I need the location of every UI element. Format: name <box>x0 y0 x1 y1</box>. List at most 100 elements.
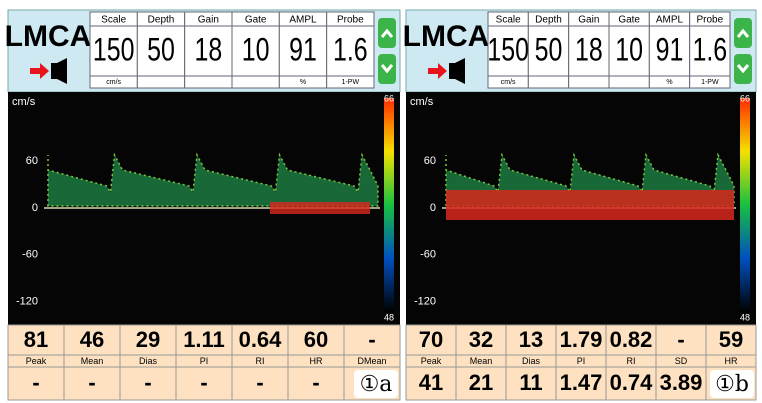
result-value: 0.74 <box>610 370 654 395</box>
param-unit: cm/s <box>501 79 516 86</box>
param-unit: cm/s <box>106 79 121 86</box>
result-value: 21 <box>469 370 493 395</box>
panel: LMCA Scale 150 cm/s Depth 50 Gain 18 Gate 10 AMPL 9… <box>5 9 401 401</box>
result-value: - <box>368 327 375 352</box>
panel: LMCA Scale 150 cm/s Depth 50 Gain 18 Gate 10 AMPL 9… <box>403 9 757 401</box>
result-value: 70 <box>419 327 443 352</box>
scroll-down-icon <box>736 64 750 74</box>
result-label: Mean <box>81 356 104 366</box>
axis-tick-label: -60 <box>22 249 38 261</box>
result-value: - <box>32 370 39 395</box>
param-cell <box>326 11 375 89</box>
table-cell <box>287 324 345 356</box>
param-value: 150 <box>93 33 135 69</box>
table-cell <box>7 366 65 401</box>
table-cell <box>405 366 457 401</box>
param-unit: 1-PW <box>342 79 360 86</box>
arrow-icon <box>30 63 49 79</box>
scroll-up-icon <box>380 28 394 38</box>
tag-bg <box>354 370 398 398</box>
result-value: - <box>312 370 319 395</box>
param-name: Gain <box>198 15 219 26</box>
result-label: Peak <box>421 356 442 366</box>
result-label: HR <box>310 356 323 366</box>
result-value: 29 <box>136 327 160 352</box>
axis-tick-label: -120 <box>16 296 38 308</box>
param-value: 1.6 <box>333 33 368 69</box>
param-value: 10 <box>242 33 270 69</box>
table-cell <box>655 324 707 356</box>
table-cell <box>605 324 657 356</box>
result-value: - <box>200 370 207 395</box>
result-label: RI <box>627 356 636 366</box>
result-label: Mean <box>470 356 493 366</box>
param-name: Gate <box>245 15 267 26</box>
param-value: 150 <box>487 33 529 69</box>
axis-unit: cm/s <box>12 96 36 108</box>
param-value: 50 <box>147 33 175 69</box>
result-label: Peak <box>26 356 47 366</box>
param-unit: % <box>666 79 672 86</box>
result-label: DMean <box>357 356 386 366</box>
doppler-envelope <box>48 155 378 206</box>
scroll-down-icon <box>380 64 394 74</box>
result-value: 1.47 <box>560 370 603 395</box>
colorbar-max: 66 <box>384 93 394 103</box>
colorbar <box>740 98 750 312</box>
colorbar-min: 48 <box>384 312 394 322</box>
table-cell <box>287 366 345 401</box>
param-name: Gain <box>578 15 599 26</box>
result-label: HR <box>725 356 738 366</box>
vessel-label: LMCA <box>403 20 490 53</box>
table-cell <box>505 324 557 356</box>
result-value: - <box>256 370 263 395</box>
table-cell <box>343 324 401 356</box>
param-cell <box>231 11 280 89</box>
param-cell <box>89 11 138 89</box>
result-value: 81 <box>24 327 48 352</box>
result-value: - <box>144 370 151 395</box>
param-name: Probe <box>696 15 723 26</box>
param-unit: 1-PW <box>701 79 719 86</box>
doppler-core <box>445 152 735 207</box>
result-value: 13 <box>519 327 543 352</box>
axis-unit: cm/s <box>410 96 434 108</box>
param-name: AMPL <box>289 15 317 26</box>
param-name: Scale <box>496 15 521 26</box>
param-value: 91 <box>289 33 317 69</box>
axis-tick-label: 0 <box>430 202 436 214</box>
table-cell <box>63 366 121 401</box>
table-cell <box>175 366 233 401</box>
param-value: 1.6 <box>692 33 727 69</box>
table-cell <box>705 324 757 356</box>
param-value: 18 <box>575 33 603 69</box>
result-value: 11 <box>519 370 542 395</box>
param-value: 91 <box>656 33 684 69</box>
result-value: 41 <box>419 370 443 395</box>
result-value: 32 <box>469 327 493 352</box>
param-cell <box>689 11 731 89</box>
param-cell <box>278 11 328 89</box>
result-value: 3.89 <box>660 370 703 395</box>
result-value: - <box>88 370 95 395</box>
axis-tick-label: 60 <box>26 155 38 167</box>
param-cell <box>487 11 529 89</box>
axis-tick-label: -60 <box>420 249 436 261</box>
doppler-core <box>47 152 379 207</box>
table-cell <box>119 366 177 401</box>
param-cell <box>568 11 610 89</box>
vessel-label: LMCA <box>5 20 92 53</box>
tag-bg <box>710 370 754 398</box>
result-label: Dias <box>522 356 541 366</box>
result-value: 46 <box>80 327 104 352</box>
result-value: 60 <box>304 327 328 352</box>
result-label: Dias <box>139 356 158 366</box>
param-value: 50 <box>535 33 563 69</box>
table-cell <box>555 324 607 356</box>
param-cell <box>136 11 186 89</box>
result-value: 0.82 <box>610 327 653 352</box>
doppler-red <box>270 202 370 214</box>
param-unit: % <box>300 79 306 86</box>
